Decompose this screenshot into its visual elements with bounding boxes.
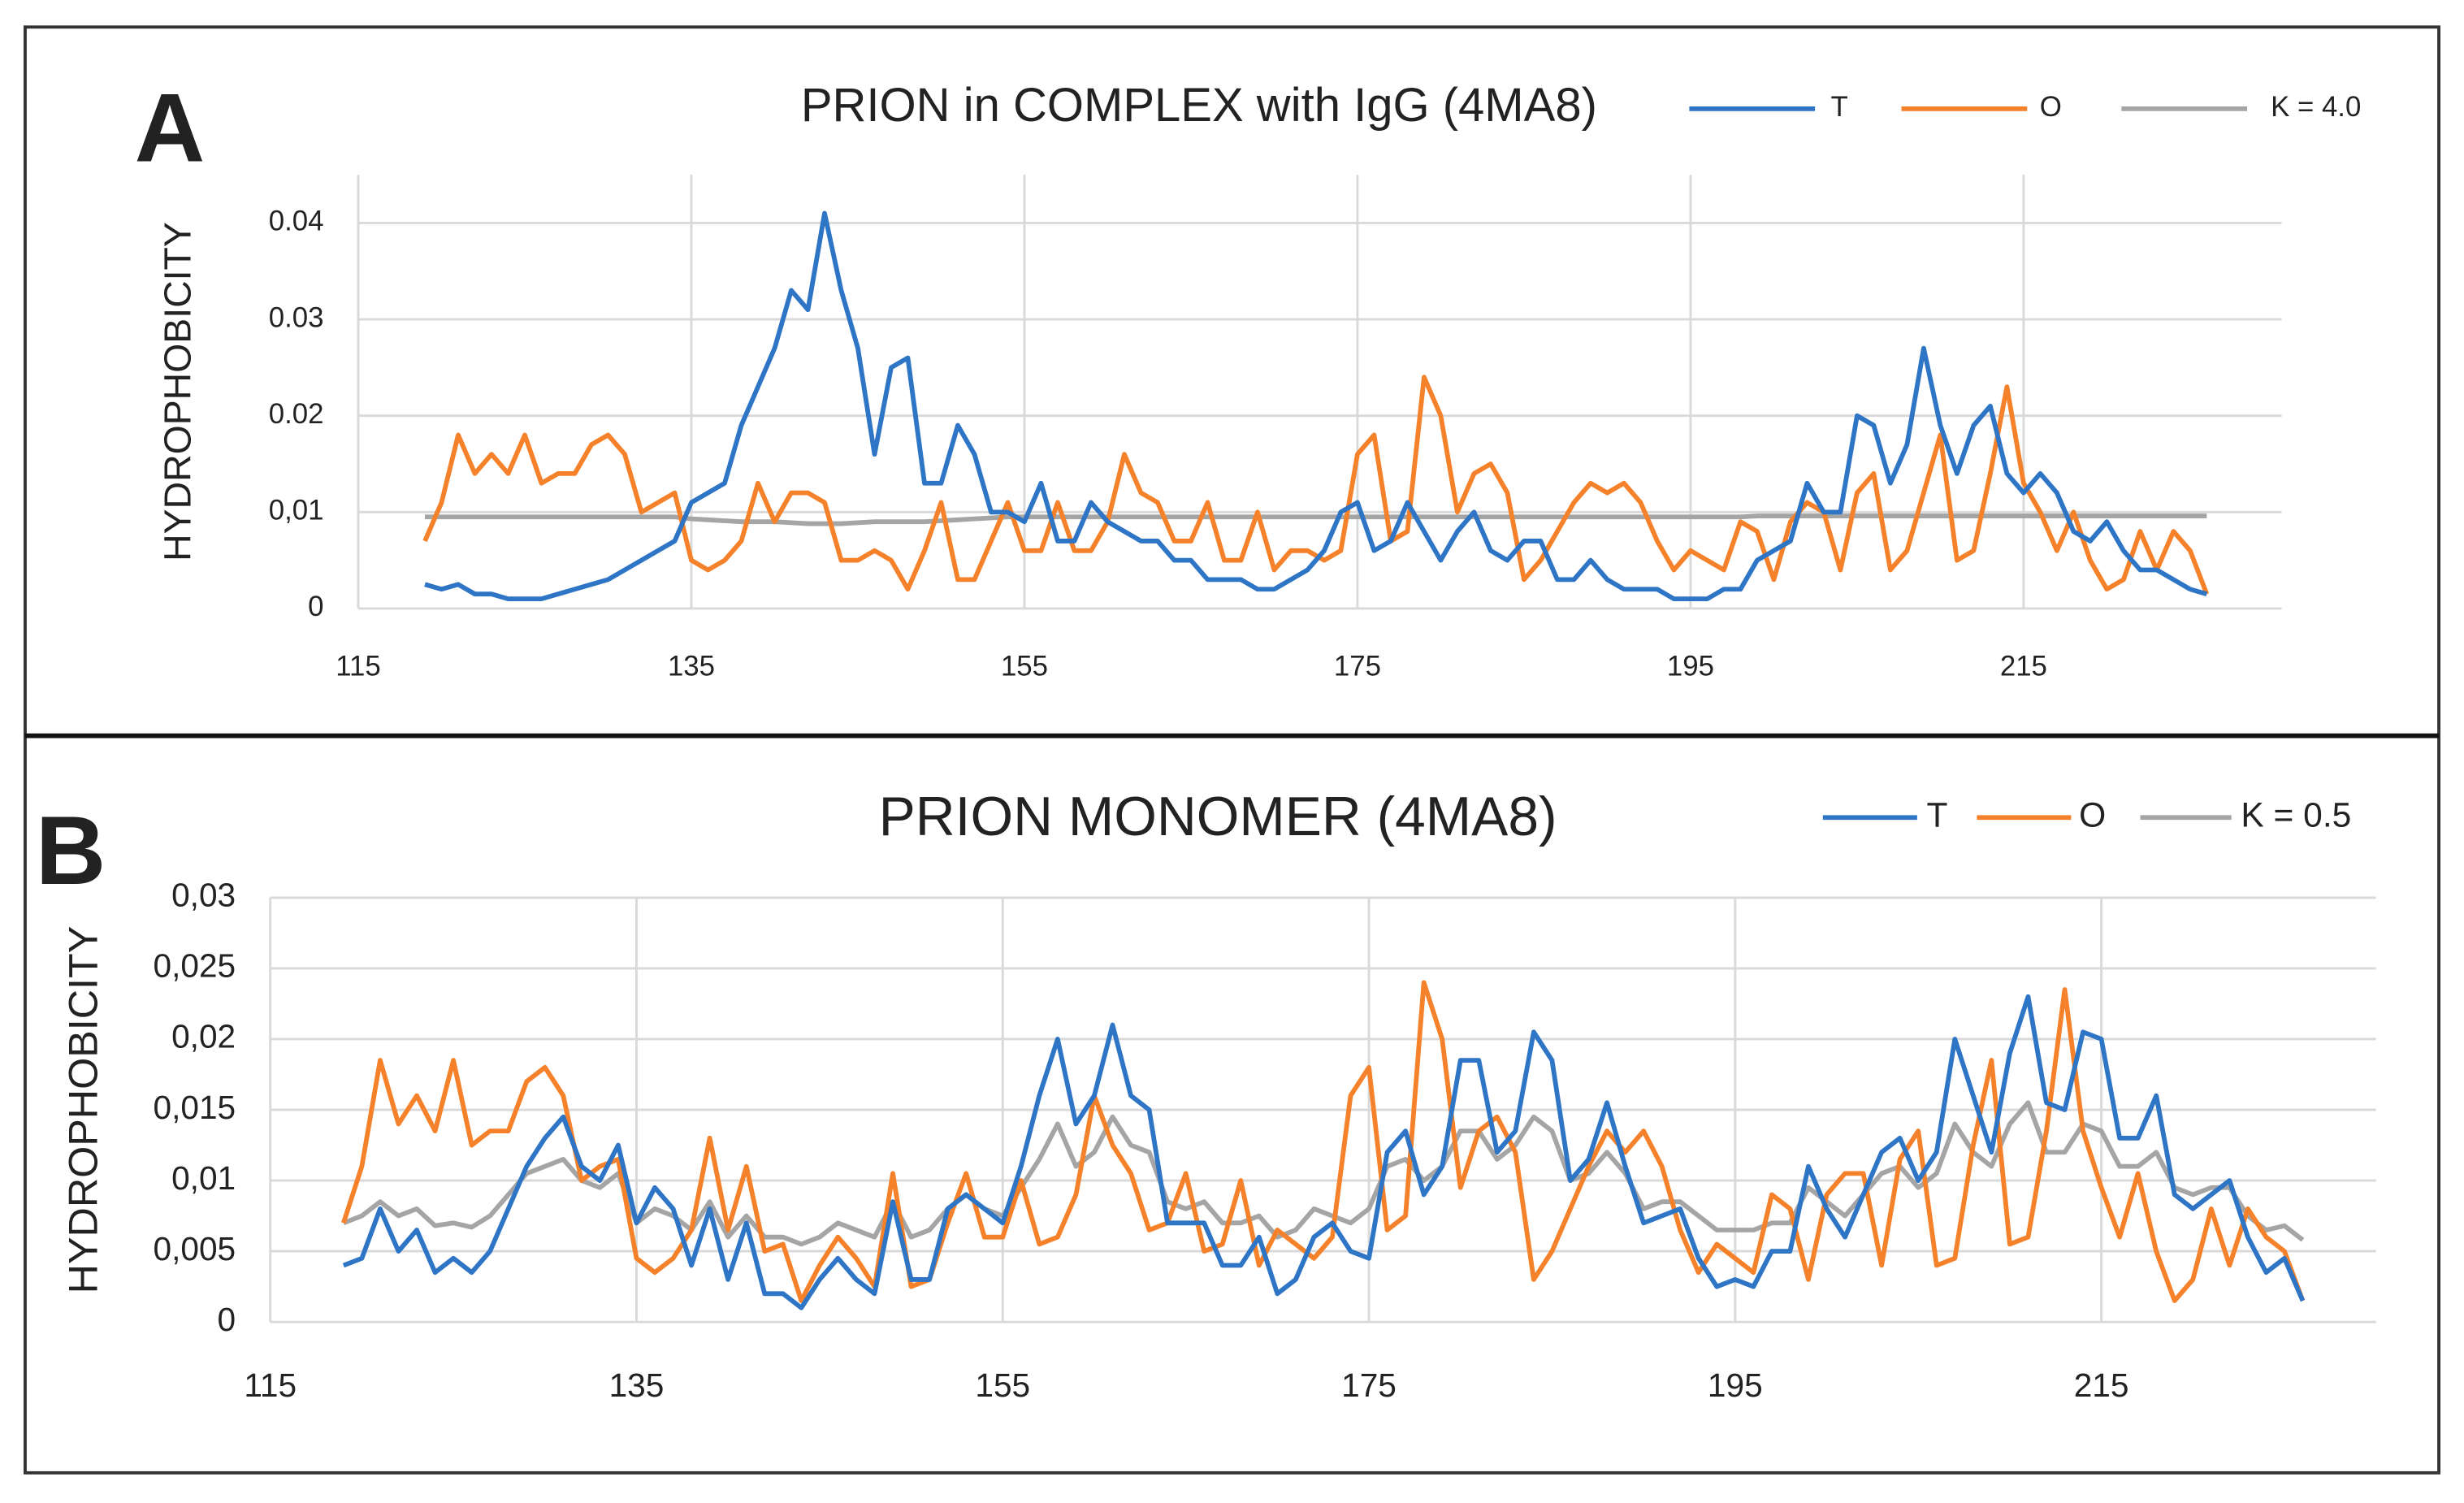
x-tick-label: 215 <box>2000 651 2047 682</box>
legend-label: O <box>2079 795 2106 834</box>
data-line <box>424 210 2208 602</box>
data-line <box>341 980 2306 1303</box>
figure-border <box>24 25 2440 1475</box>
y-tick-label: 0.03 <box>269 301 324 333</box>
y-axis-label: HYDROPHOBICITY <box>60 926 106 1294</box>
chart-title: PRION in COMPLEX with IgG (4MA8) <box>801 79 1597 132</box>
x-tick-label: 155 <box>1001 651 1048 682</box>
legend-label: O <box>2040 91 2062 123</box>
y-tick-label: 0,01 <box>269 495 324 526</box>
legend-label: K = 4.0 <box>2271 91 2361 123</box>
x-tick-label: 115 <box>244 1367 297 1404</box>
y-tick-label: 0,03 <box>171 877 236 914</box>
y-tick-label: 0,01 <box>171 1159 236 1197</box>
y-tick-label: 0 <box>218 1301 236 1338</box>
y-tick-label: 0,015 <box>154 1089 236 1126</box>
y-axis-label: HYDROPHOBICITY <box>157 222 199 561</box>
x-tick-label: 135 <box>609 1367 665 1404</box>
data-line <box>422 375 2210 596</box>
chart-title: PRION MONOMER (4MA8) <box>879 786 1557 847</box>
x-tick-label: 195 <box>1667 651 1714 682</box>
x-tick-label: 115 <box>336 651 380 682</box>
y-tick-label: 0.02 <box>269 398 324 430</box>
x-tick-label: 155 <box>975 1367 1030 1404</box>
y-tick-label: 0.04 <box>269 206 324 237</box>
x-tick-label: 215 <box>2074 1367 2129 1404</box>
data-line <box>342 1100 2305 1247</box>
x-tick-label: 195 <box>1708 1367 1763 1404</box>
y-tick-label: 0,005 <box>154 1230 236 1267</box>
legend-label: K = 0.5 <box>2241 795 2351 834</box>
data-line <box>425 513 2207 526</box>
x-tick-label: 175 <box>1341 1367 1397 1404</box>
x-tick-label: 135 <box>668 651 715 682</box>
legend-label: T <box>1926 795 1947 834</box>
panel-label: B <box>36 796 106 905</box>
y-tick-label: 0,02 <box>171 1018 236 1055</box>
legend-label: T <box>1830 91 1847 123</box>
y-tick-label: 0,025 <box>154 947 236 985</box>
x-tick-label: 175 <box>1334 651 1381 682</box>
panel-label: A <box>135 73 206 182</box>
data-line <box>342 994 2306 1310</box>
y-tick-label: 0 <box>308 591 323 622</box>
